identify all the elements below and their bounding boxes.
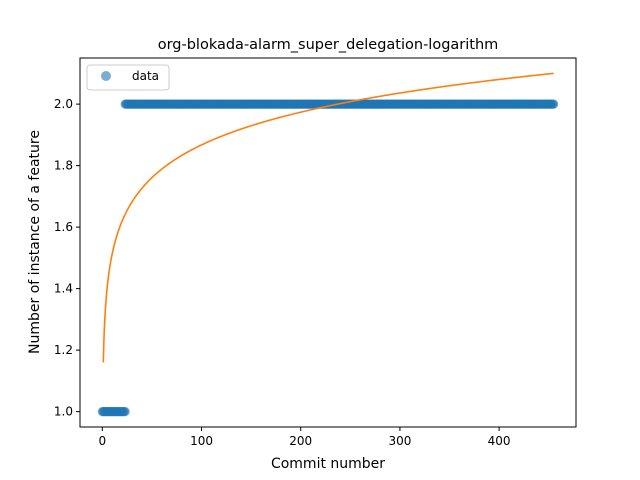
y-tick-label-3: 1.6 xyxy=(54,220,73,234)
plot-background xyxy=(80,58,576,427)
y-tick-label-2: 1.4 xyxy=(54,282,73,296)
series-layer xyxy=(97,72,559,417)
x-tick-label-3: 300 xyxy=(388,434,411,448)
data-point xyxy=(549,99,559,109)
x-tick-label-0: 0 xyxy=(98,434,106,448)
x-axis-label: Commit number xyxy=(271,456,385,472)
y-tick-label-0: 1.0 xyxy=(54,405,73,419)
y-tick-label-1: 1.2 xyxy=(54,343,73,357)
x-tick-label-1: 100 xyxy=(190,434,213,448)
plot-frame xyxy=(79,57,577,428)
y-axis-label: Number of instance of a feature xyxy=(27,130,43,354)
y-axis-ticks: 1.0 1.2 1.4 1.6 1.8 2.0 xyxy=(54,97,80,419)
y-tick-label-5: 2.0 xyxy=(54,97,73,111)
data-point xyxy=(120,407,130,417)
x-axis-ticks: 0 100 200 300 400 xyxy=(98,427,511,448)
legend-label-data: data xyxy=(132,69,159,83)
chart-title: org-blokada-alarm_super_delegation-logar… xyxy=(158,37,499,53)
y-tick-label-4: 1.8 xyxy=(54,159,73,173)
plot-area xyxy=(79,57,577,428)
x-tick-label-4: 400 xyxy=(488,434,511,448)
fit-line xyxy=(102,72,554,363)
legend-marker-data xyxy=(101,71,111,81)
x-tick-label-2: 200 xyxy=(289,434,312,448)
legend: data xyxy=(86,64,170,91)
